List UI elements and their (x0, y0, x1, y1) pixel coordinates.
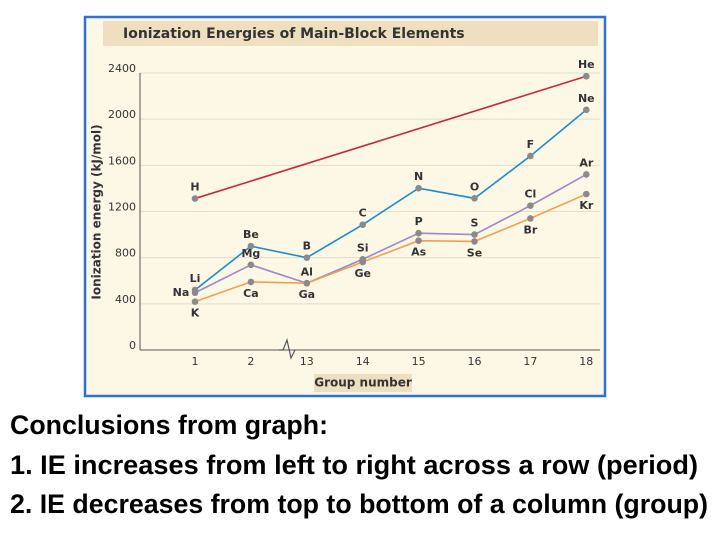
marker (247, 278, 255, 286)
marker (359, 221, 367, 228)
point-label: Ne (578, 92, 595, 105)
x-tick-label: 15 (412, 355, 426, 368)
point-label: Kr (579, 199, 594, 212)
marker (359, 258, 367, 266)
y-tick-label: 800 (115, 247, 136, 260)
marker (583, 171, 590, 178)
y-tick-label: 1200 (108, 201, 136, 214)
marker (527, 152, 534, 160)
point-label: Na (173, 286, 190, 299)
x-tick-label: 16 (468, 355, 482, 368)
point-label: S (471, 217, 479, 230)
series-line (194, 109, 587, 291)
point-label: Cl (524, 188, 536, 201)
point-label: Be (243, 228, 259, 241)
point-label: Ca (243, 287, 259, 300)
point-label: H (190, 181, 199, 194)
point-label: B (303, 240, 311, 253)
point-label: Ge (354, 267, 371, 280)
marker (415, 184, 422, 192)
point-label: F (527, 138, 535, 151)
y-tick-label: 400 (115, 293, 136, 306)
point-label: C (359, 207, 367, 220)
x-tick-label: 13 (300, 355, 314, 368)
title-band (103, 21, 598, 46)
x-tick-label: 14 (356, 355, 370, 368)
marker (191, 298, 199, 305)
x-tick-label: 2 (247, 355, 254, 368)
point-label: Si (357, 241, 369, 254)
marker (415, 229, 422, 237)
series-line (194, 75, 587, 200)
marker (415, 237, 422, 245)
point-label: Br (523, 223, 537, 236)
y-tick-label: 2000 (108, 108, 136, 121)
point-label: He (578, 58, 595, 71)
point-label: Ar (579, 156, 594, 169)
marker (191, 195, 199, 202)
axis-break (279, 337, 296, 360)
point-label: K (191, 307, 200, 320)
marker (471, 195, 478, 202)
marker (583, 72, 590, 80)
chart-title: Ionization Energies of Main-Block Elemen… (123, 26, 465, 42)
heading: Conclusions from graph: (10, 410, 328, 440)
x-tick-label: 17 (523, 355, 537, 368)
x-tick-label: 18 (579, 355, 593, 368)
point-label: Li (190, 272, 201, 285)
marker (583, 106, 590, 114)
marker (247, 242, 255, 250)
x-label-band (314, 374, 412, 392)
point-label: Mg (241, 247, 260, 260)
point-label: Al (301, 265, 313, 278)
marker (471, 231, 478, 238)
point-label: N (414, 170, 423, 183)
y-tick-label: 0 (129, 339, 136, 352)
marker (583, 190, 590, 198)
marker (471, 238, 478, 245)
conclusion: 1. IE increases from left to right acros… (10, 450, 698, 480)
series-line (194, 193, 587, 303)
x-tick-label: 1 (192, 355, 199, 368)
point-label: As (411, 246, 427, 259)
conclusion: 2. IE decreases from top to bottom of a … (10, 489, 708, 519)
point-label: O (470, 180, 479, 193)
marker (527, 202, 534, 209)
y-axis-label: Ionization energy (kJ/mol) (90, 124, 104, 299)
series-line (194, 173, 587, 294)
y-tick-label: 1600 (108, 154, 136, 167)
marker (303, 279, 311, 287)
y-tick-label: 2400 (108, 62, 136, 75)
marker (247, 261, 255, 269)
point-label: Ga (299, 288, 315, 301)
point-label: P (415, 215, 423, 228)
marker (191, 289, 199, 297)
point-label: Se (467, 246, 482, 259)
marker (527, 215, 534, 222)
x-axis-label: Group number (314, 376, 412, 390)
marker (303, 254, 311, 261)
figure-frame (83, 15, 607, 398)
